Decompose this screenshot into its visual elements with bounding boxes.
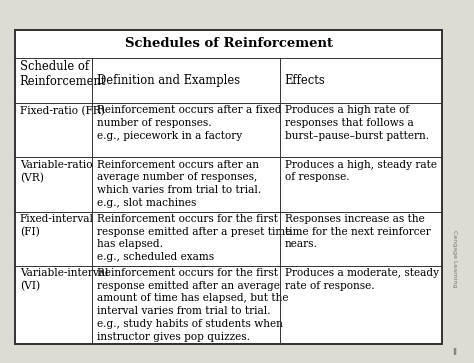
Text: Schedules of Reinforcement: Schedules of Reinforcement	[125, 37, 333, 50]
Text: Cengage Learning: Cengage Learning	[452, 230, 457, 287]
Text: Produces a high, steady rate
of response.: Produces a high, steady rate of response…	[284, 160, 437, 182]
Text: Definition and Examples: Definition and Examples	[97, 74, 240, 87]
Bar	[15, 30, 442, 344]
Text: Effects: Effects	[284, 74, 325, 87]
Text: Variable-ratio
(VR): Variable-ratio (VR)	[19, 160, 92, 183]
Text: Responses increase as the
time for the next reinforcer
nears.: Responses increase as the time for the n…	[284, 214, 430, 249]
Text: Reinforcement occurs for the first
response emitted after a preset time
has elap: Reinforcement occurs for the first respo…	[97, 214, 291, 262]
Text: Schedule of
Reinforcement: Schedule of Reinforcement	[19, 60, 106, 88]
Text: Reinforcement occurs after a fixed
number of responses.
e.g., piecework in a fac: Reinforcement occurs after a fixed numbe…	[97, 106, 281, 141]
Text: Variable-interval
(VI): Variable-interval (VI)	[19, 268, 108, 291]
Text: Produces a high rate of
responses that follows a
burst–pause–burst pattern.: Produces a high rate of responses that f…	[284, 106, 428, 141]
Text: Reinforcement occurs after an
average number of responses,
which varies from tri: Reinforcement occurs after an average nu…	[97, 160, 261, 208]
Text: Fixed-interval
(FI): Fixed-interval (FI)	[19, 214, 94, 237]
Text: Reinforcement occurs for the first
response emitted after an average
amount of t: Reinforcement occurs for the first respo…	[97, 268, 288, 342]
Text: Fixed-ratio (FR): Fixed-ratio (FR)	[19, 106, 105, 116]
Bar	[15, 30, 442, 344]
Text: Produces a moderate, steady
rate of response.: Produces a moderate, steady rate of resp…	[284, 268, 438, 291]
Text: II: II	[452, 348, 457, 357]
